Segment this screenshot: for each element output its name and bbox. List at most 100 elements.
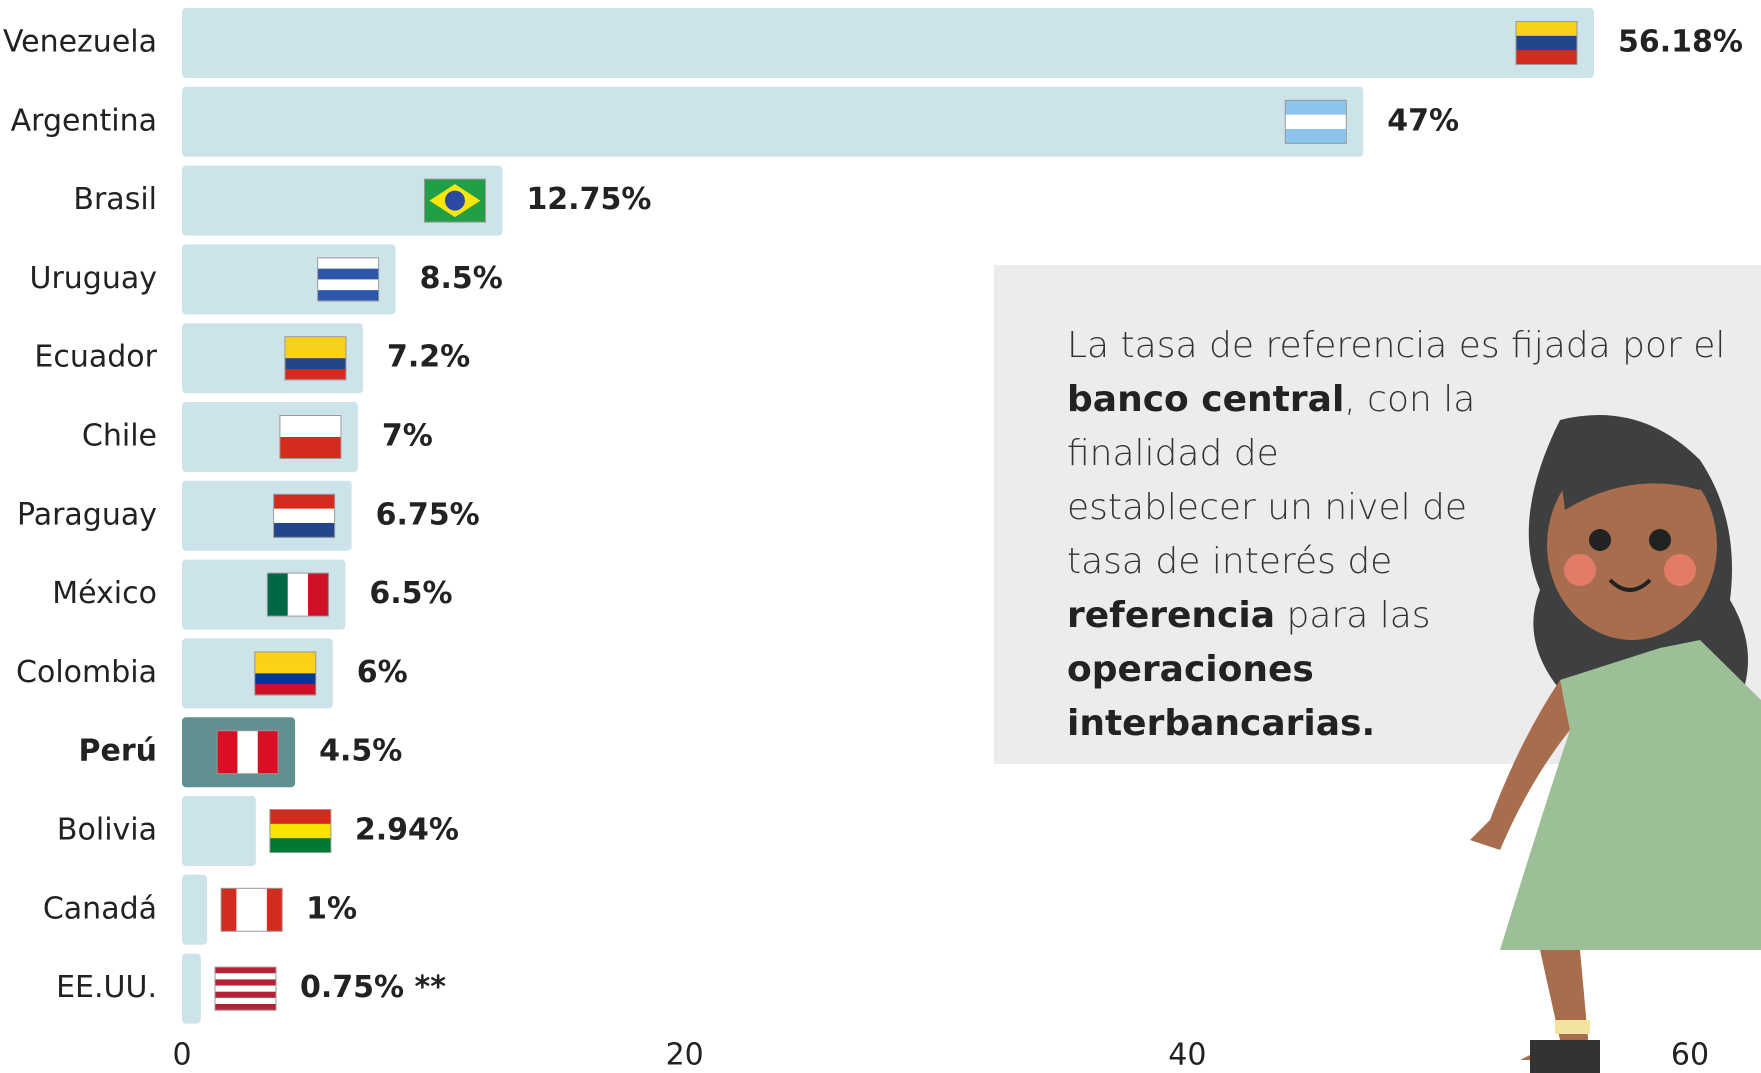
flag-icon (284, 336, 347, 381)
flag-border (216, 730, 279, 775)
value-label: 8.5% (420, 261, 503, 296)
flag-part (221, 888, 237, 932)
flag-border (279, 415, 342, 459)
flag-border (317, 257, 380, 302)
flag-part (284, 368, 346, 381)
flag-part (287, 573, 309, 617)
annotation-segment: banco central (1067, 379, 1345, 420)
flag-part (267, 573, 289, 617)
flag-part (266, 888, 283, 932)
annotation-segment: La tasa de referencia es fijada por el (1067, 325, 1726, 366)
flag-part (217, 730, 238, 774)
flag-part (251, 888, 268, 932)
y-tick-label: Colombia (16, 655, 157, 690)
flag-part (254, 684, 316, 696)
flag-part (444, 190, 465, 211)
value-label: 0.75% ** (300, 970, 446, 1005)
flag-border (269, 809, 332, 853)
y-tick-label: Bolivia (57, 813, 157, 848)
bar (182, 874, 208, 945)
y-tick-label: Argentina (11, 103, 157, 138)
value-label: 1% (306, 891, 357, 926)
value-label: 6% (357, 655, 408, 690)
flag-part (273, 494, 335, 510)
value-label: 7.2% (387, 340, 470, 375)
annotation-segment: referencia (1067, 595, 1276, 636)
flag-part (308, 573, 329, 617)
flag-border (284, 336, 347, 381)
flag-part (284, 347, 346, 359)
flag-part (1285, 114, 1347, 130)
flag-part (1285, 128, 1347, 144)
value-label: 6.75% (376, 497, 480, 532)
flag-part (1285, 100, 1347, 116)
value-label: 4.5% (319, 734, 402, 769)
flag-part (279, 437, 341, 459)
y-tick-label: Chile (82, 419, 157, 454)
y-tick-label: Uruguay (30, 261, 158, 296)
flag-icon (266, 572, 329, 617)
flag-part (257, 730, 279, 774)
flag-part (317, 279, 379, 291)
annotation-segment: operaciones interbancarias. (1067, 649, 1376, 744)
flag-part (273, 508, 335, 524)
flag-part (279, 415, 341, 438)
x-tick-label: 60 (1671, 1038, 1709, 1073)
annotation-segment: para las (1275, 595, 1431, 636)
y-tick-label: Canadá (43, 891, 157, 926)
value-label: 2.94% (355, 813, 459, 848)
flag-border (254, 651, 317, 696)
flag-part (273, 522, 335, 538)
flag-icon (220, 887, 283, 932)
flag-part (317, 257, 379, 270)
flag-icon (269, 809, 332, 853)
flag-part (237, 730, 259, 774)
flag-border (266, 572, 329, 617)
flag-part (317, 290, 379, 302)
flag-icon (1515, 21, 1578, 65)
y-tick-label: Venezuela (3, 25, 157, 60)
bar (182, 86, 1364, 157)
x-tick-label: 0 (172, 1038, 191, 1073)
flag-part (215, 1003, 276, 1011)
x-tick-label: 40 (1168, 1038, 1206, 1073)
bar (182, 165, 503, 236)
flag-part (215, 985, 276, 993)
value-label: 47% (1387, 103, 1459, 138)
flag-border (273, 493, 336, 538)
flag-part (1515, 50, 1577, 65)
flag-icon (216, 730, 279, 775)
flag-part (254, 673, 316, 685)
flag-part (215, 973, 276, 980)
flag-icon (1284, 99, 1347, 144)
flag-icon (423, 178, 486, 223)
y-tick-label: EE.UU. (56, 970, 157, 1005)
y-tick-label: Ecuador (34, 340, 157, 375)
annotation-text: La tasa de referencia es fijada por el b… (1067, 319, 1727, 773)
flag-part (215, 967, 276, 974)
y-tick-label: Paraguay (17, 497, 157, 532)
flag-icon (254, 651, 317, 696)
flag-part (215, 991, 276, 999)
annotation-segment: , con la finalidad de establecer un nive… (1067, 379, 1476, 582)
y-tick-label: México (52, 576, 157, 611)
flag-part (317, 268, 379, 280)
flag-part (284, 358, 346, 370)
bar (182, 796, 256, 866)
flag-part (269, 838, 331, 853)
value-label: 7% (382, 419, 433, 454)
flag-part (215, 979, 276, 987)
flag-border (220, 887, 283, 932)
flag-part (269, 809, 331, 825)
flag-part (254, 662, 316, 674)
value-label: 56.18% (1618, 25, 1743, 60)
flag-border (423, 178, 486, 223)
bar (182, 8, 1594, 78)
y-tick-label: Brasil (73, 182, 157, 217)
flag-part (236, 888, 253, 932)
flag-icon (273, 493, 336, 538)
flag-icon (214, 966, 277, 1011)
flag-part (215, 997, 276, 1005)
flag-part (269, 823, 331, 839)
